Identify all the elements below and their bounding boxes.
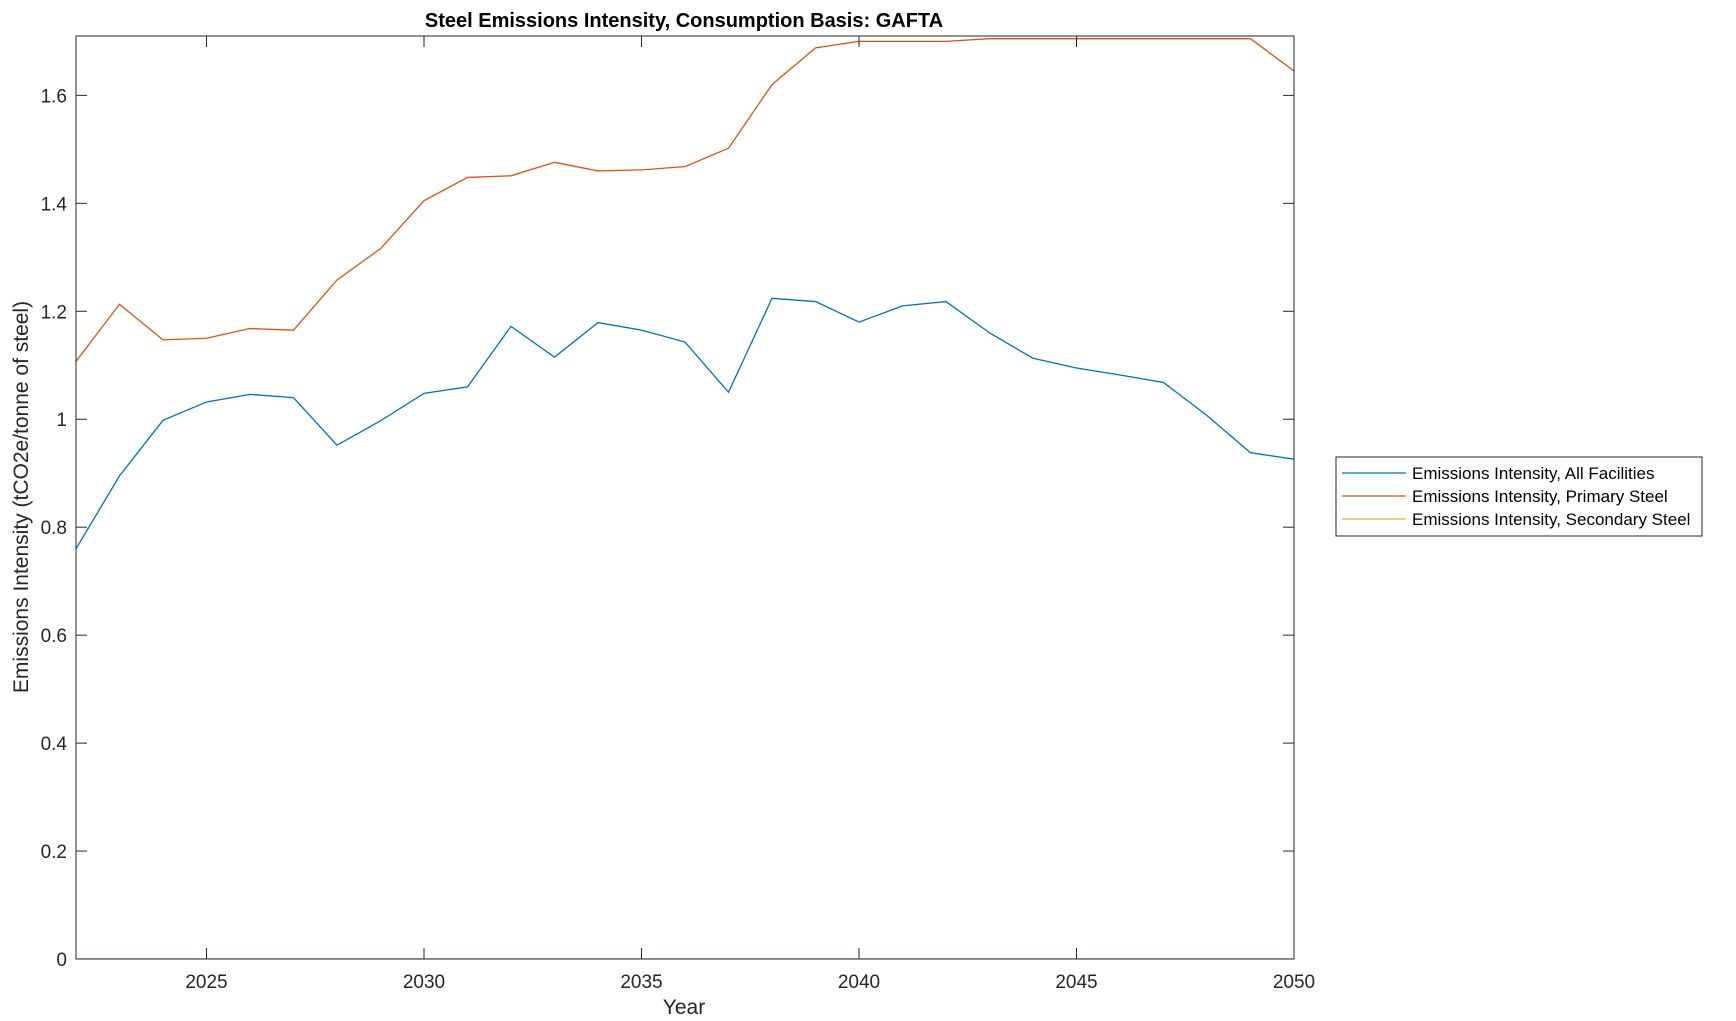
y-tick-label: 1 [56,410,67,431]
series-line-1 [76,297,1294,550]
y-tick-label: 0.4 [41,734,68,755]
x-axis: 2025 2030 2035 2040 2045 2050 [185,36,1315,993]
y-tick-label: 0 [56,950,67,971]
y-tick-label: 0.2 [41,842,67,863]
plot-area: 2025 2030 2035 2040 2045 2050 0 0.2 0.4 0.6 0.8 1 1… [41,35,1315,993]
x-tick-label: 2040 [838,972,880,993]
y-tick-label: 1.2 [41,302,67,323]
axes-box [75,35,1295,960]
x-axis-label: Year [663,996,705,1019]
x-tick-label: 2030 [403,972,445,993]
legend-label-2: Emissions Intensity, Primary Steel [1412,487,1668,506]
x-tick-label: 2045 [1055,972,1097,993]
x-tick-label: 2035 [620,972,662,993]
x-tick-label: 2025 [185,972,227,993]
legend: Emissions Intensity, All Facilities Emiss… [1335,456,1703,537]
series-layer [76,38,1294,959]
series-line-2 [76,38,1294,362]
legend-label-1: Emissions Intensity, All Facilities [1412,464,1654,483]
y-tick-label: 0.8 [41,518,67,539]
legend-label-3: Emissions Intensity, Secondary Steel [1412,510,1690,529]
chart-title: Steel Emissions Intensity, Consumption B… [425,10,943,32]
y-tick-label: 0.6 [41,626,67,647]
legend-items: Emissions Intensity, All Facilities Emiss… [1342,464,1690,529]
y-tick-label: 1.6 [41,86,67,107]
y-axis-label: Emissions Intensity (tCO2e/tonne of stee… [10,301,33,693]
y-tick-label: 1.4 [41,194,68,215]
y-axis: 0 0.2 0.4 0.6 0.8 1 1.2 1.4 1.6 [41,86,1294,971]
x-tick-label: 2050 [1273,972,1315,993]
